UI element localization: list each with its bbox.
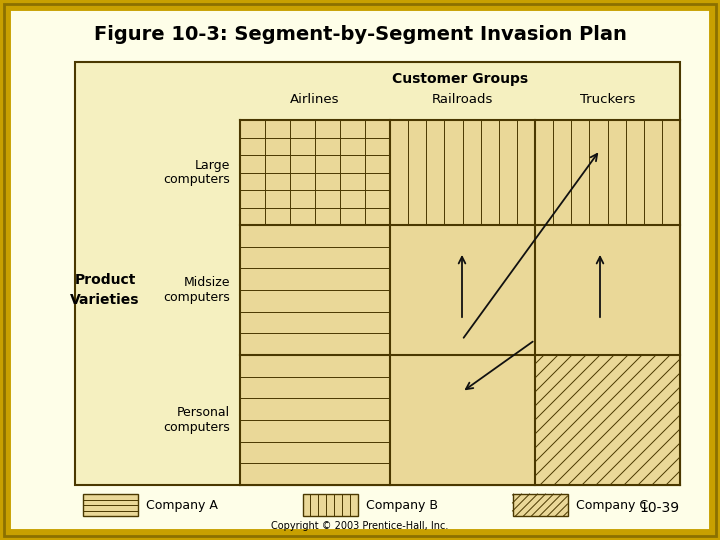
Text: Copyright © 2003 Prentice-Hall, Inc.: Copyright © 2003 Prentice-Hall, Inc. (271, 521, 449, 531)
Bar (535, 120, 680, 225)
Text: Railroads: Railroads (432, 93, 493, 106)
Bar (302, 494, 358, 516)
Text: Varieties: Varieties (71, 293, 140, 307)
Text: Company C: Company C (575, 498, 647, 511)
Bar (83, 494, 138, 516)
Text: Midsize
computers: Midsize computers (163, 276, 230, 304)
Text: Figure 10-3: Segment-by-Segment Invasion Plan: Figure 10-3: Segment-by-Segment Invasion… (94, 25, 626, 44)
Text: Airlines: Airlines (290, 93, 340, 106)
Bar (513, 494, 567, 516)
Text: Company A: Company A (145, 498, 217, 511)
Bar (240, 355, 390, 485)
Bar (240, 120, 390, 225)
Bar (535, 355, 680, 485)
Bar (390, 355, 535, 485)
Text: Customer Groups: Customer Groups (392, 72, 528, 86)
Text: 10-39: 10-39 (640, 501, 680, 515)
Text: Company B: Company B (366, 498, 438, 511)
Bar (390, 225, 535, 355)
Text: Product: Product (74, 273, 135, 287)
Bar (535, 225, 680, 355)
Bar (240, 225, 390, 355)
Bar (75, 62, 680, 485)
Text: Large
computers: Large computers (163, 159, 230, 186)
Text: Truckers: Truckers (580, 93, 635, 106)
Bar (390, 120, 535, 225)
Text: Personal
computers: Personal computers (163, 406, 230, 434)
